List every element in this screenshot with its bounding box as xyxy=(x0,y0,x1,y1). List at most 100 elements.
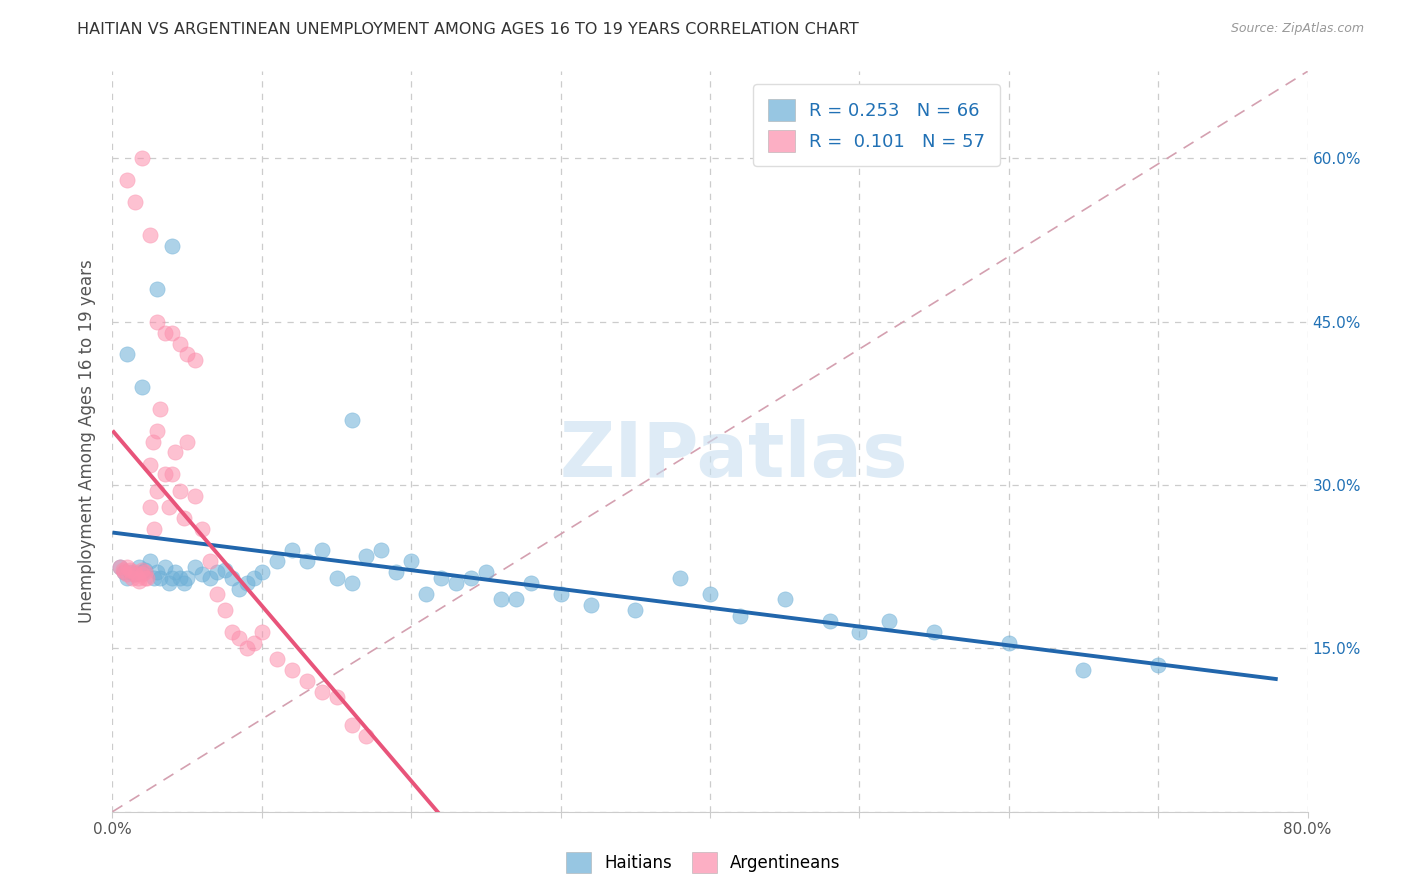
Point xyxy=(221,625,243,640)
Point xyxy=(311,685,333,699)
Point xyxy=(143,522,166,536)
Point xyxy=(157,576,180,591)
Point xyxy=(169,571,191,585)
Point xyxy=(124,567,146,582)
Point xyxy=(550,587,572,601)
Point xyxy=(295,554,318,568)
Point xyxy=(281,663,304,677)
Point xyxy=(173,510,195,524)
Point xyxy=(281,543,304,558)
Point xyxy=(183,352,205,367)
Point xyxy=(998,636,1021,650)
Point xyxy=(134,571,156,585)
Point xyxy=(191,522,214,536)
Point xyxy=(131,152,153,166)
Point xyxy=(520,576,543,591)
Point xyxy=(228,582,250,596)
Point xyxy=(311,543,333,558)
Point xyxy=(146,424,169,438)
Point xyxy=(356,549,378,563)
Point xyxy=(169,483,191,498)
Point xyxy=(124,194,146,209)
Point xyxy=(114,565,135,579)
Point xyxy=(127,571,149,585)
Point xyxy=(325,690,347,705)
Point xyxy=(176,571,198,585)
Point xyxy=(1073,663,1095,677)
Point xyxy=(236,641,259,656)
Point xyxy=(250,625,273,640)
Point xyxy=(728,608,751,623)
Point xyxy=(149,571,172,585)
Legend: R = 0.253   N = 66, R =  0.101   N = 57: R = 0.253 N = 66, R = 0.101 N = 57 xyxy=(754,84,1000,166)
Point xyxy=(139,458,162,473)
Point xyxy=(848,625,870,640)
Point xyxy=(183,489,205,503)
Point xyxy=(146,483,169,498)
Point xyxy=(444,576,467,591)
Point xyxy=(162,326,183,340)
Legend: Haitians, Argentineans: Haitians, Argentineans xyxy=(558,846,848,880)
Point xyxy=(120,565,142,579)
Point xyxy=(117,347,139,361)
Point xyxy=(214,563,236,577)
Text: Source: ZipAtlas.com: Source: ZipAtlas.com xyxy=(1230,22,1364,36)
Point xyxy=(325,571,347,585)
Point xyxy=(176,434,198,449)
Point xyxy=(1147,657,1170,672)
Point xyxy=(340,413,363,427)
Point xyxy=(340,717,363,731)
Point xyxy=(169,336,191,351)
Point xyxy=(430,571,453,585)
Point xyxy=(624,603,647,617)
Point xyxy=(183,559,205,574)
Point xyxy=(401,554,423,568)
Point xyxy=(135,571,157,585)
Point xyxy=(460,571,482,585)
Point xyxy=(134,565,156,579)
Text: ZIPatlas: ZIPatlas xyxy=(560,419,908,493)
Point xyxy=(111,563,134,577)
Point xyxy=(505,592,527,607)
Point xyxy=(146,282,169,296)
Point xyxy=(153,326,176,340)
Point xyxy=(879,614,901,628)
Point xyxy=(669,571,692,585)
Point xyxy=(142,434,165,449)
Point xyxy=(162,571,183,585)
Point xyxy=(922,625,945,640)
Point xyxy=(205,587,228,601)
Point xyxy=(243,636,266,650)
Point xyxy=(415,587,437,601)
Point xyxy=(139,227,162,242)
Point xyxy=(153,467,176,482)
Point xyxy=(266,652,288,666)
Point xyxy=(198,554,221,568)
Point xyxy=(108,559,131,574)
Point xyxy=(243,571,266,585)
Point xyxy=(214,603,236,617)
Point xyxy=(131,380,153,394)
Point xyxy=(818,614,841,628)
Point xyxy=(295,674,318,689)
Point xyxy=(370,543,392,558)
Point xyxy=(143,571,166,585)
Point xyxy=(117,173,139,187)
Point xyxy=(191,567,214,582)
Point xyxy=(134,563,156,577)
Point xyxy=(157,500,180,514)
Point xyxy=(114,565,135,579)
Point xyxy=(117,567,139,582)
Point xyxy=(221,571,243,585)
Point xyxy=(108,559,131,574)
Point xyxy=(149,401,172,416)
Point xyxy=(162,238,183,252)
Point xyxy=(773,592,796,607)
Point xyxy=(131,563,153,577)
Point xyxy=(250,565,273,579)
Point xyxy=(131,565,153,579)
Point xyxy=(117,571,139,585)
Point xyxy=(228,631,250,645)
Point xyxy=(128,559,150,574)
Point xyxy=(356,729,378,743)
